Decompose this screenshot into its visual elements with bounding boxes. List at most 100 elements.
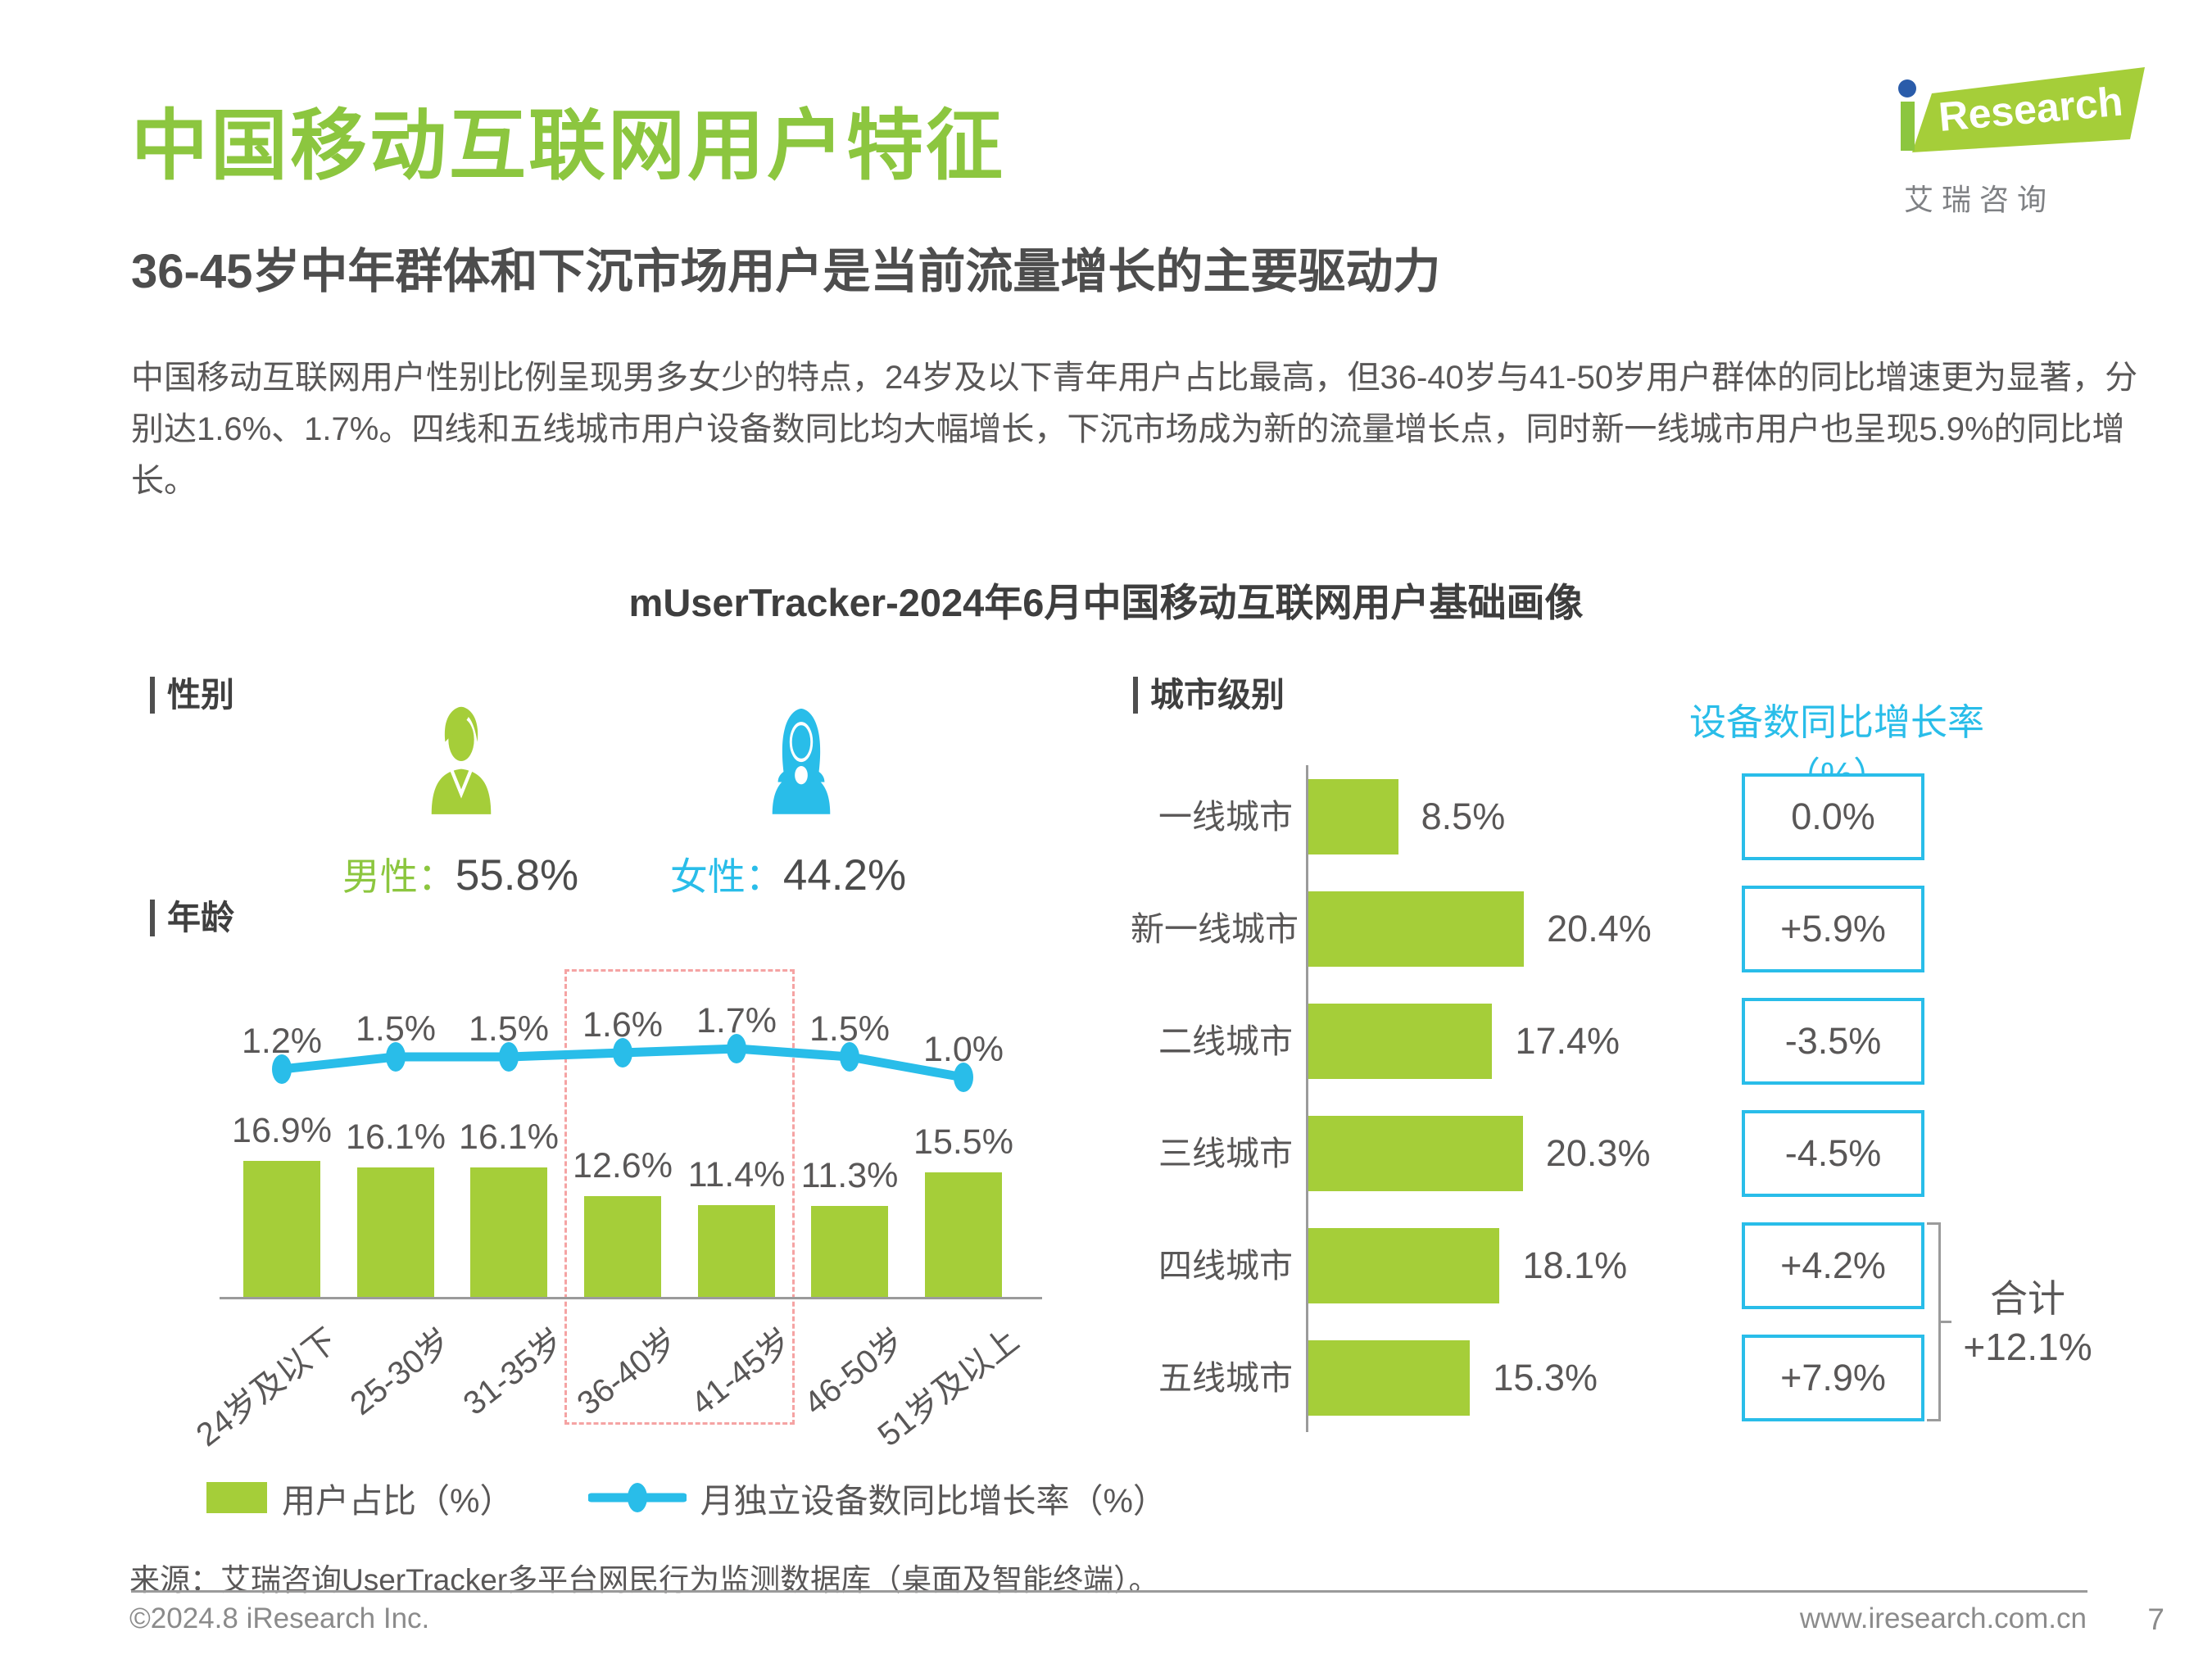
city-share-bar <box>1308 779 1398 854</box>
growth-rate-box: +5.9% <box>1742 886 1924 972</box>
legend-line-label: 月独立设备数同比增长率（%） <box>700 1482 1167 1520</box>
city-name-label: 新一线城市 <box>1131 910 1299 948</box>
bar-value-label: 16.1% <box>459 1117 559 1158</box>
city-share-bar <box>1308 891 1525 967</box>
growth-line <box>272 1034 973 1092</box>
website-url: www.iresearch.com.cn <box>1799 1602 2087 1634</box>
line-value-label: 1.5% <box>468 1009 550 1049</box>
city-value-label: 20.3% <box>1545 1132 1651 1174</box>
female-value: 44.2% <box>782 851 907 900</box>
legend-bar-swatch <box>206 1482 267 1513</box>
total-bracket-tick-top <box>1927 1222 1939 1225</box>
female-icon <box>772 709 831 814</box>
total-label-text: 合计 <box>1990 1277 2065 1320</box>
growth-rate-box: -3.5% <box>1742 998 1924 1085</box>
city-value-label: 8.5% <box>1421 796 1506 837</box>
age-bar-column: 12.6% <box>573 1146 673 1297</box>
x-axis-label: 25-30岁 <box>343 1321 458 1422</box>
city-row: 一线城市 8.5% 0.0% <box>1131 773 2196 860</box>
legend-bar-label: 用户占比（%） <box>282 1482 514 1520</box>
growth-rate-box: -4.5% <box>1742 1110 1924 1197</box>
user-share-bar <box>698 1205 775 1297</box>
section-header-gender: 性别 <box>150 676 234 714</box>
iresearch-logo-icon: Research <box>1898 67 2145 152</box>
section-header-city: 城市级别 <box>1133 676 1285 714</box>
city-value-label: 17.4% <box>1515 1020 1620 1062</box>
bar-value-label: 16.9% <box>232 1111 332 1151</box>
city-share-bar <box>1308 1228 1500 1303</box>
age-axis-line <box>220 1297 1042 1299</box>
user-share-bar <box>811 1206 888 1297</box>
bar-value-label: 16.1% <box>346 1117 446 1158</box>
line-value-label: 1.0% <box>922 1030 1004 1069</box>
page-title: 中国移动互联网用户特征 <box>131 102 1006 188</box>
total-label: 合计 +12.1% <box>1950 1275 2105 1371</box>
city-name-label: 三线城市 <box>1158 1135 1293 1172</box>
legend-line-marker <box>588 1483 687 1512</box>
section-header-age: 年龄 <box>150 899 234 937</box>
x-axis-label: 24岁及以下 <box>189 1321 344 1454</box>
city-row: 四线城市 18.1% +4.2% <box>1131 1222 2196 1309</box>
chart-main-title: mUserTracker-2024年6月中国移动互联网用户基础画像 <box>628 581 1584 624</box>
x-axis-label: 31-35岁 <box>456 1321 571 1422</box>
male-value: 55.8% <box>455 851 579 900</box>
city-tier-chart: 一线城市 8.5% 0.0% 新一线城市 20.4% +5.9% 二线城市 17… <box>1131 762 2196 1450</box>
total-value: +12.1% <box>1963 1326 2092 1368</box>
legend-item-line: 月独立设备数同比增长率（%） <box>588 1473 1167 1522</box>
logo-cn-text: 艾 瑞 咨 询 <box>1904 183 2047 216</box>
page-subtitle: 36-45岁中年群体和下沉市场用户是当前流量增长的主要驱动力 <box>131 245 1441 298</box>
growth-rate-box: +7.9% <box>1742 1335 1924 1421</box>
age-bar-column: 11.4% <box>688 1155 785 1297</box>
bar-value-label: 11.3% <box>800 1156 899 1196</box>
bar-value-label: 15.5% <box>913 1122 1013 1163</box>
iresearch-logo: Research 艾 瑞 咨 询 <box>1897 64 2146 219</box>
male-share-label: 男性：55.8% <box>321 847 600 901</box>
user-share-bar <box>925 1172 1002 1297</box>
city-name-label: 五线城市 <box>1158 1359 1293 1397</box>
age-highlight-box <box>564 969 795 1425</box>
city-row: 五线城市 15.3% +7.9% <box>1131 1335 2196 1421</box>
age-bar-column: 16.1% <box>459 1117 559 1297</box>
total-bracket-tick-mid <box>1938 1321 1951 1323</box>
footer-divider <box>131 1590 2087 1593</box>
male-label-text: 男性： <box>342 855 456 898</box>
age-bar-column: 15.5% <box>913 1122 1013 1297</box>
city-row: 新一线城市 20.4% +5.9% <box>1131 886 2196 972</box>
logo-chinese-name: 艾 瑞 咨 询 <box>1897 176 2146 219</box>
female-label-text: 女性： <box>669 855 783 898</box>
age-bar-column: 16.1% <box>346 1117 446 1297</box>
city-value-label: 15.3% <box>1493 1357 1598 1398</box>
line-value-label: 1.5% <box>355 1009 437 1049</box>
user-share-bar <box>584 1195 661 1297</box>
line-value-label: 1.5% <box>809 1009 891 1049</box>
user-share-bar <box>470 1167 547 1297</box>
age-bar-column: 16.9% <box>232 1111 332 1297</box>
city-row: 三线城市 20.3% -4.5% <box>1131 1110 2196 1197</box>
bar-value-label: 12.6% <box>573 1145 673 1185</box>
page-number: 7 <box>2147 1602 2164 1636</box>
city-value-label: 18.1% <box>1522 1244 1628 1286</box>
legend-item-bar: 用户占比（%） <box>206 1473 513 1522</box>
city-axis-line <box>1306 765 1308 1432</box>
copyright-text: ©2024.8 iResearch Inc. <box>129 1602 430 1634</box>
growth-rate-header: 设备数同比增长率（%） <box>1688 701 1984 796</box>
line-value-label: 1.2% <box>241 1022 323 1061</box>
age-combo-chart: 16.9% 16.1% 16.1% 12.6% 11.4% 11.3% 15.5… <box>188 969 1057 1453</box>
male-icon <box>431 706 492 814</box>
city-name-label: 二线城市 <box>1158 1022 1293 1060</box>
bar-value-label: 11.4% <box>687 1155 786 1195</box>
city-share-bar <box>1308 1004 1493 1079</box>
legend: 用户占比（%） 月独立设备数同比增长率（%） <box>206 1473 1167 1522</box>
total-bracket-tick-bottom <box>1927 1419 1939 1421</box>
city-share-bar <box>1308 1116 1523 1191</box>
city-value-label: 20.4% <box>1547 908 1652 950</box>
age-bar-column: 11.3% <box>801 1156 898 1297</box>
growth-rate-box: 0.0% <box>1742 773 1924 860</box>
user-share-bar <box>243 1161 320 1297</box>
city-share-bar <box>1308 1340 1471 1416</box>
city-row: 二线城市 17.4% -3.5% <box>1131 998 2196 1085</box>
user-share-bar <box>357 1167 434 1297</box>
body-paragraph: 中国移动互联网用户性别比例呈现男多女少的特点，24岁及以下青年用户占比最高，但3… <box>131 360 2138 499</box>
line-value-label: 1.7% <box>696 1001 777 1040</box>
